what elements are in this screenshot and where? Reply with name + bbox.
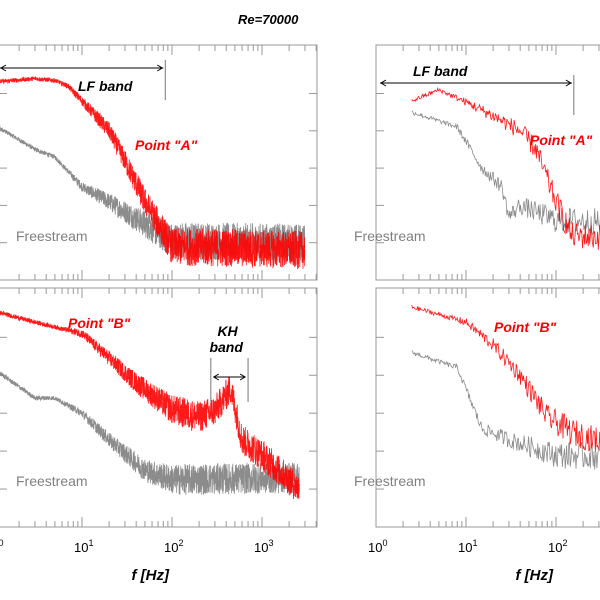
arrowhead-left-icon [0, 64, 7, 72]
point-label: Point "B" [494, 319, 557, 335]
x-tick-label: 100 [368, 538, 387, 555]
x-axis-label: f [Hz] [516, 567, 554, 584]
arrowhead-right-icon [565, 79, 572, 87]
point-series-line [411, 86, 600, 250]
arrowhead-right-icon [239, 373, 247, 381]
x-tick-label: 102 [164, 538, 183, 555]
x-tick-label: 101 [458, 538, 477, 555]
x-tick-label: 102 [548, 538, 567, 555]
freestream-label: Freestream [16, 228, 88, 244]
x-tick-label: 100 [0, 538, 3, 555]
point-series-line [0, 310, 300, 499]
plot-frame [375, 44, 600, 281]
panel-top-left [0, 44, 318, 281]
plot-frame [375, 287, 600, 528]
freestream-series-line [0, 371, 300, 495]
point-label: Point "A" [530, 132, 593, 148]
freestream-label: Freestream [354, 473, 426, 489]
freestream-series-line [0, 126, 306, 262]
x-tick-label: 103 [254, 538, 273, 555]
point-label: Point "A" [135, 137, 198, 153]
arrowhead-left-icon [380, 79, 387, 87]
panel-top-right [375, 44, 600, 281]
point-series-line [0, 75, 306, 269]
freestream-series-line [411, 350, 600, 470]
panel-bottom-right [375, 287, 600, 528]
lf-band-label: LF band [413, 63, 468, 79]
point-label: Point "B" [68, 315, 131, 331]
panel-bottom-left [0, 287, 318, 528]
kh-band-label: KH [217, 323, 238, 339]
arrowhead-right-icon [157, 64, 164, 72]
freestream-label: Freestream [16, 473, 88, 489]
freestream-series-line [411, 110, 600, 235]
figure-title: Re=70000 [238, 12, 299, 27]
arrowhead-left-icon [212, 373, 220, 381]
lf-band-label: LF band [78, 78, 133, 94]
freestream-label: Freestream [354, 228, 426, 244]
x-tick-label: 101 [74, 538, 93, 555]
kh-band-label: band [209, 339, 243, 355]
point-series-line [411, 304, 600, 453]
x-axis-label: f [Hz] [132, 567, 170, 584]
